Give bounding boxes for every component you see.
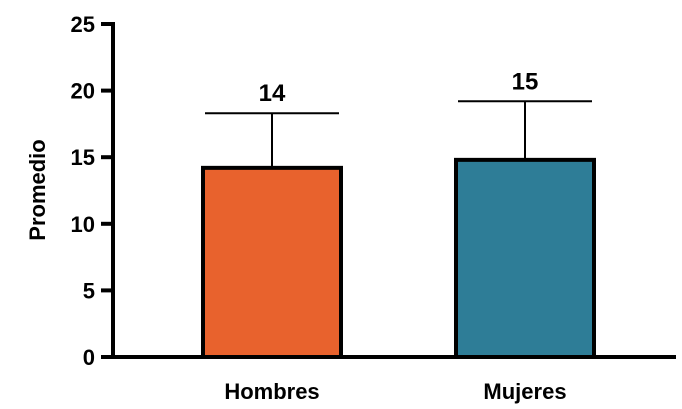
y-axis-ticks: 0 5 10 15 20 25	[71, 12, 113, 370]
y-tick-label: 5	[83, 278, 95, 303]
y-tick-label: 25	[71, 12, 95, 37]
y-tick-label: 15	[71, 145, 95, 170]
bars	[201, 157, 596, 359]
data-label-mujeres: 15	[512, 68, 539, 95]
y-tick-label: 20	[71, 79, 95, 104]
error-bars: 14 15	[205, 68, 592, 168]
bar-mujeres	[454, 157, 596, 359]
y-axis-title: Promedio	[25, 139, 50, 240]
data-label-hombres: 14	[259, 80, 286, 107]
x-category-label-mujeres: Mujeres	[483, 379, 566, 404]
y-tick-label: 0	[83, 345, 95, 370]
x-category-label-hombres: Hombres	[224, 379, 319, 404]
axes: Hombres Mujeres	[111, 22, 676, 404]
bar-hombres	[201, 165, 343, 359]
y-tick-label: 10	[71, 212, 95, 237]
